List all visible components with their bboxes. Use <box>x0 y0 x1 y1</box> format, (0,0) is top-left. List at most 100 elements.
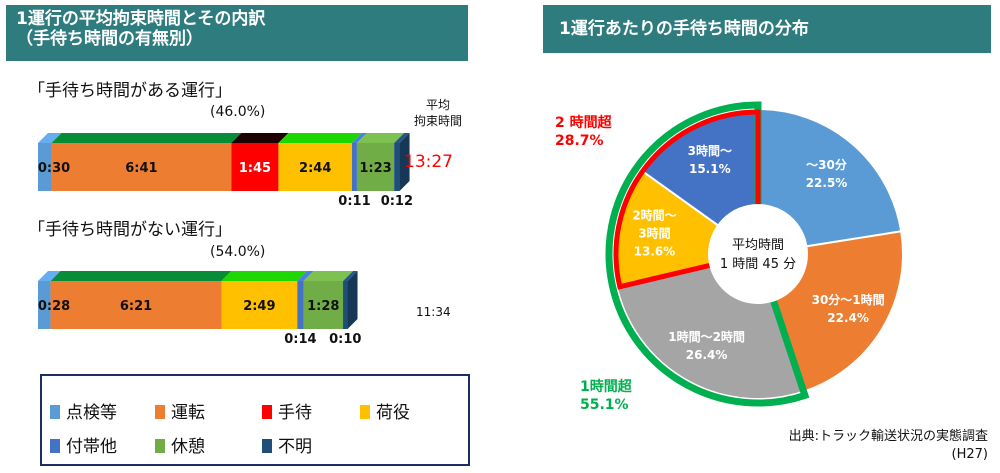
bar-segment <box>221 281 298 329</box>
bar-segment-top <box>303 271 354 281</box>
pie-slice-label: 30分～1時間 <box>812 292 885 307</box>
bar-segment <box>51 143 232 191</box>
right-panel-title: 1運行あたりの手待ち時間の分布 <box>543 5 991 53</box>
group-label-with-wait: 「手待ち時間がある運行」 <box>28 81 232 101</box>
legend-swatch <box>262 439 272 453</box>
total-with-wait: 13:27 <box>404 152 453 172</box>
pie-slice-label: 1時間～2時間 <box>668 329 745 344</box>
pie-center-label: 平均時間 <box>732 238 784 253</box>
pie-chart: 平均時間 1 時間 45 分 ～30分 22.5% 30分～1時間 22.4% 1時間～2時… <box>605 101 904 407</box>
left-panel-title: 1運行の平均拘束時間とその内訳 （手待ち時間の有無別） <box>6 5 468 61</box>
annotation-over-2h: 2 時間超 28.7% <box>555 114 612 150</box>
legend-item-waiting: 手待 <box>262 398 312 423</box>
pie-slice-label: 22.5% <box>806 176 848 190</box>
bar-segment-top <box>343 271 358 281</box>
over-1h-outline <box>605 101 810 407</box>
annotation-over-2h-label: 2 時間超 <box>555 115 612 131</box>
avg-header-line1: 平均 <box>425 98 450 112</box>
bar-segment <box>343 281 348 329</box>
bar-value-label: 1:45 <box>239 161 271 176</box>
pie-slice-label: 13.6% <box>634 245 676 259</box>
legend-swatch <box>155 439 165 453</box>
pie-center <box>708 204 808 304</box>
legend-item-unknown: 不明 <box>262 432 312 457</box>
legend-item-rest: 休憩 <box>155 432 205 457</box>
source-line1: 出典:トラック輸送状況の実態調査 <box>788 429 988 444</box>
bar-segment <box>38 281 51 329</box>
bar-value-label: 0:11 <box>338 194 370 209</box>
bar-value-label: 6:21 <box>120 299 152 314</box>
bar-value-label: 0:30 <box>38 161 70 176</box>
left-title-line1: 1運行の平均拘束時間とその内訳 <box>16 9 266 29</box>
legend-label: 休憩 <box>171 437 205 457</box>
bar-segment-top <box>278 133 363 143</box>
pie-slice-label: 26.4% <box>686 348 728 362</box>
bar-value-label: 1:23 <box>359 161 391 176</box>
legend-label: 点検等 <box>66 403 117 423</box>
source-line2: (H27) <box>951 447 988 462</box>
bar-segment-top <box>352 133 367 143</box>
bar-segment <box>352 143 357 191</box>
legend-label: 手待 <box>278 403 312 423</box>
bar-segment-top <box>231 133 289 143</box>
legend-item-ancillary: 付帯他 <box>50 432 117 457</box>
bar-segment-top <box>221 271 308 281</box>
pie-slice-label: 15.1% <box>689 162 731 176</box>
bar-segment-top <box>50 271 232 281</box>
group-share-with-wait: (46.0%) <box>210 104 266 120</box>
group-share-without-wait: (54.0%) <box>210 244 266 260</box>
legend-swatch <box>50 439 60 453</box>
bar-segment <box>50 281 222 329</box>
stacked-bar-chart: 0:30 6:41 1:45 2:44 0:11 1:23 0:12 0:28 6:21 2:49… <box>38 133 413 347</box>
legend-swatch <box>262 405 272 419</box>
legend-label: 荷役 <box>376 403 410 423</box>
bar-value-label: 0:14 <box>284 332 316 347</box>
pie-slice-label: ～30分 <box>806 157 847 172</box>
over-2h-outline <box>613 109 761 290</box>
pie-slice-label: 2時間～ <box>632 208 676 223</box>
bar-segment-top <box>51 133 242 143</box>
bar-segment <box>394 143 400 191</box>
legend-label: 不明 <box>278 437 312 457</box>
bar-segment-top <box>394 133 410 143</box>
annotation-over-1h-value: 55.1% <box>580 397 629 413</box>
legend-item-loading: 荷役 <box>360 398 410 423</box>
bar-segment <box>303 281 344 329</box>
avg-header: 平均 拘束時間 <box>398 97 478 129</box>
pie-slice-label: 22.4% <box>827 311 869 325</box>
pie-slice <box>757 107 903 256</box>
bar-segment-top <box>38 133 62 143</box>
bar-segment <box>356 143 395 191</box>
bar-value-label: 2:44 <box>299 161 331 176</box>
legend-swatch <box>360 405 370 419</box>
legend-item-driving: 運転 <box>155 398 205 423</box>
group-label-without-wait: 「手待ち時間がない運行」 <box>28 220 232 240</box>
bar-segment <box>231 143 279 191</box>
total-without-wait: 11:34 <box>416 305 451 319</box>
legend-label: 運転 <box>171 403 205 423</box>
source-note: 出典:トラック輸送状況の実態調査 (H27) <box>789 428 988 464</box>
bar-segment <box>297 281 304 329</box>
legend: 点検等 運転 手待 荷役 付帯他 休憩 不明 <box>40 374 470 466</box>
pie-center-value: 1 時間 45 分 <box>720 257 796 272</box>
legend-swatch <box>155 405 165 419</box>
left-title-line2: （手待ち時間の有無別） <box>16 29 203 49</box>
bar-value-label: 2:49 <box>243 299 275 314</box>
bar-segment <box>278 143 353 191</box>
bar-segment-top <box>356 133 405 143</box>
pie-slice-label: 3時間～ <box>688 143 732 158</box>
bar-value-label: 6:41 <box>125 161 157 176</box>
bar-segment-top <box>38 271 61 281</box>
bar-value-label: 0:10 <box>329 332 361 347</box>
bar-side <box>347 271 358 329</box>
bar-side <box>399 133 410 191</box>
pie-slice-label: 3時間 <box>638 226 670 241</box>
bar-value-label: 0:12 <box>381 194 413 209</box>
avg-header-line2: 拘束時間 <box>413 114 462 128</box>
legend-item-inspection: 点検等 <box>50 398 117 423</box>
bar-segment <box>38 143 52 191</box>
annotation-over-2h-value: 28.7% <box>555 133 604 149</box>
bar-value-label: 1:28 <box>307 299 339 314</box>
legend-label: 付帯他 <box>66 437 117 457</box>
bar-segment-top <box>297 271 314 281</box>
